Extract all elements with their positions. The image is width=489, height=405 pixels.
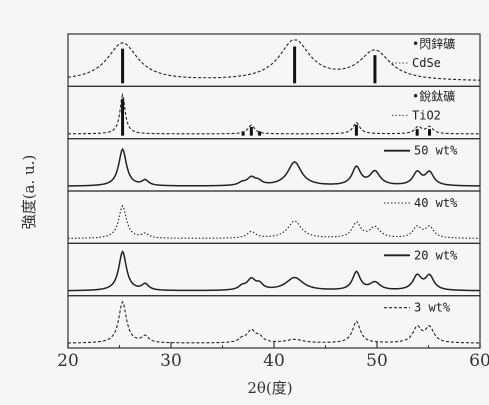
x-tick-label-40: 40 xyxy=(263,351,285,371)
legend-label-40: 40 wt% xyxy=(414,196,458,210)
series-line-tio2_ref xyxy=(68,92,480,135)
x-axis-title: 2θ(度) xyxy=(247,379,292,397)
x-axis: 20 30 40 50 60 xyxy=(57,342,489,371)
series-line-40 xyxy=(67,204,481,239)
legend-title-tio2_ref: •銳鈦礦 xyxy=(412,88,455,103)
legend-label-3: 3 wt% xyxy=(414,301,451,315)
x-tick-label-30: 30 xyxy=(160,351,182,371)
legend-title-cdse_ref: •閃鋅礦 xyxy=(412,36,455,51)
x-tick-label-50: 50 xyxy=(366,351,388,371)
legend-label-cdse_ref: CdSe xyxy=(412,56,441,70)
y-axis-title: 強度(a. u.) xyxy=(20,155,38,230)
series-line-3 xyxy=(67,300,481,344)
series-line-50 xyxy=(67,147,481,187)
series-line-cdse_ref xyxy=(67,39,481,81)
panels-layer: •閃鋅礦 CdSe •銳鈦礦 TiO2 50 wt% 40 wt% 20 wt% 3 wt% xyxy=(67,33,481,349)
legend-label-50: 50 wt% xyxy=(414,144,458,158)
legend-label-20: 20 wt% xyxy=(414,248,458,262)
series-line-20 xyxy=(67,250,481,292)
x-tick-label-60: 60 xyxy=(469,351,489,371)
x-tick-label-20: 20 xyxy=(57,351,79,371)
legend-label-tio2_ref: TiO2 xyxy=(412,108,441,122)
